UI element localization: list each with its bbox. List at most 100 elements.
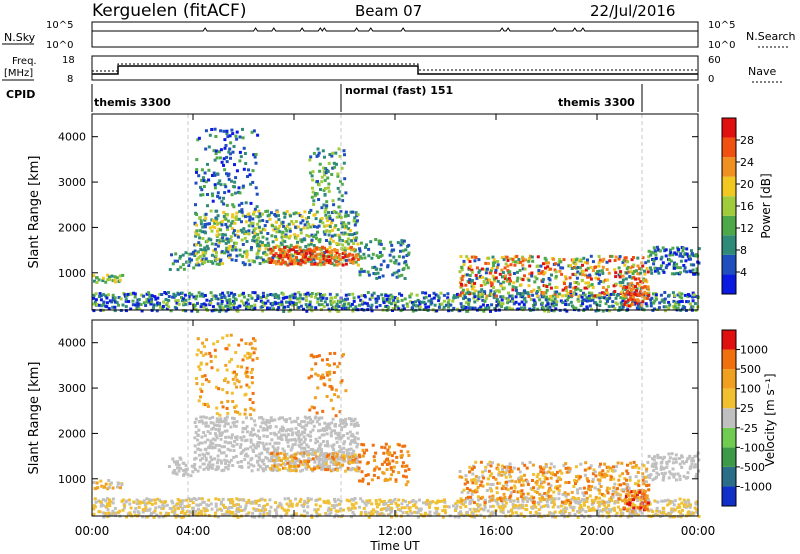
heatmap-cell [141, 515, 145, 519]
heatmap-cell [492, 277, 496, 281]
heatmap-cell [458, 270, 462, 274]
heatmap-cell [332, 203, 336, 207]
heatmap-cell [547, 261, 550, 265]
heatmap-cell [317, 224, 321, 228]
heatmap-cell [300, 442, 304, 446]
heatmap-cell [303, 428, 307, 431]
heatmap-cell [223, 429, 227, 433]
heatmap-cell [105, 497, 109, 501]
heatmap-cell [679, 259, 683, 263]
heatmap-cell [289, 464, 293, 468]
heatmap-cell [229, 333, 233, 337]
heatmap-cell [403, 506, 407, 510]
heatmap-cell [633, 302, 637, 306]
heatmap-cell [397, 508, 401, 511]
heatmap-cell [222, 196, 225, 200]
heatmap-cell [334, 431, 338, 435]
heatmap-cell [298, 293, 302, 297]
heatmap-cell [316, 440, 320, 444]
heatmap-cell [158, 305, 162, 309]
heatmap-cell [311, 255, 315, 259]
heatmap-cell [345, 448, 349, 452]
heatmap-cell [634, 277, 638, 281]
heatmap-cell [346, 297, 349, 301]
heatmap-cell [260, 243, 264, 247]
heatmap-cell [203, 171, 207, 175]
heatmap-cell [107, 479, 111, 482]
heatmap-cell [471, 472, 475, 476]
heatmap-cell [462, 297, 465, 301]
heatmap-cell [366, 501, 370, 505]
heatmap-cell [489, 505, 493, 509]
heatmap-cell [508, 306, 512, 310]
heatmap-cell [248, 263, 252, 267]
heatmap-cell [289, 503, 292, 507]
heatmap-cell [226, 411, 230, 415]
heatmap-cell [240, 220, 243, 224]
heatmap-cell [676, 306, 680, 310]
heatmap-cell [523, 289, 527, 293]
heatmap-cell [557, 497, 561, 501]
heatmap-cell [453, 515, 457, 519]
heatmap-cell [514, 286, 518, 290]
heatmap-cell [437, 512, 441, 516]
heatmap-cell [369, 240, 373, 244]
heatmap-cell [304, 245, 308, 248]
heatmap-cell [203, 374, 207, 378]
heatmap-cell [193, 303, 197, 307]
heatmap-cell [211, 437, 215, 441]
heatmap-cell [337, 457, 341, 461]
heatmap-cell [692, 511, 696, 515]
heatmap-cell [344, 254, 348, 258]
heatmap-cell [314, 449, 318, 453]
heatmap-cell [136, 304, 140, 308]
heatmap-cell [348, 499, 352, 503]
heatmap-cell [473, 259, 477, 263]
heatmap-cell [211, 442, 215, 446]
heatmap-cell [495, 299, 499, 303]
heatmap-cell [281, 220, 285, 224]
heatmap-cell [405, 302, 409, 306]
heatmap-cell [207, 504, 211, 508]
heatmap-cell [320, 294, 324, 297]
heatmap-cell [309, 155, 313, 159]
heatmap-cell [283, 418, 287, 422]
heatmap-cell [201, 176, 205, 180]
heatmap-cell [294, 250, 298, 254]
heatmap-cell [487, 256, 491, 260]
heatmap-cell [234, 435, 237, 439]
heatmap-cell [288, 248, 292, 252]
heatmap-cell [516, 292, 520, 296]
heatmap-cell [459, 255, 463, 258]
heatmap-cell [192, 497, 196, 500]
heatmap-cell [672, 299, 676, 303]
heatmap-cell [271, 464, 275, 468]
heatmap-cell [200, 497, 204, 501]
heatmap-cell [251, 358, 255, 362]
heatmap-cell [320, 252, 324, 255]
heatmap-cell [178, 256, 182, 260]
heatmap-cell [180, 515, 184, 519]
heatmap-cell [605, 288, 609, 292]
heatmap-cell [308, 293, 312, 297]
heatmap-cell [548, 282, 552, 286]
heatmap-cell [575, 276, 579, 280]
heatmap-cell [362, 269, 366, 273]
heatmap-cell [202, 462, 206, 466]
heatmap-cell [280, 506, 284, 510]
heatmap-cell [290, 502, 294, 506]
heatmap-cell [580, 295, 584, 299]
heatmap-cell [503, 504, 507, 508]
count-tick-bottom-right: 10^0 [708, 40, 735, 51]
heatmap-cell [339, 258, 343, 262]
heatmap-cell [319, 453, 323, 457]
heatmap-cell [230, 179, 233, 183]
heatmap-cell [195, 223, 199, 227]
heatmap-cell [555, 285, 559, 289]
heatmap-cell [179, 511, 183, 514]
heatmap-cell [568, 276, 572, 280]
heatmap-cell [308, 408, 312, 412]
heatmap-cell [245, 356, 249, 360]
heatmap-cell [270, 303, 274, 307]
heatmap-cell [213, 432, 217, 436]
